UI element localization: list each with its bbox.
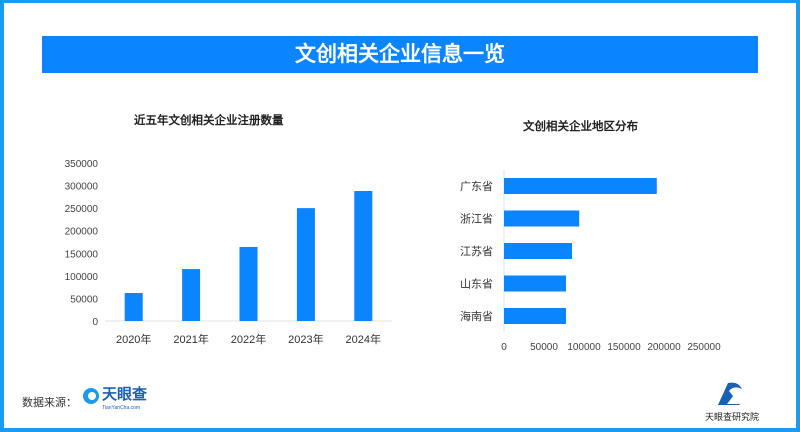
logo-subtext: TianYanCha.com [102, 405, 141, 411]
y-tick-label: 150000 [65, 249, 99, 260]
x-tick-label: 150000 [607, 342, 641, 353]
bar-2024年 [354, 190, 373, 321]
y-tick-label: 江苏省 [460, 245, 493, 258]
x-tick-label: 2020年 [116, 332, 151, 346]
bar-广东省 [504, 178, 657, 194]
y-tick-label: 250000 [65, 204, 99, 215]
x-tick-label: 2023年 [288, 332, 323, 346]
y-tick-label: 200000 [65, 227, 99, 238]
y-tick-label: 300000 [65, 182, 99, 193]
right-chart-title: 文创相关企业地区分布 [523, 119, 638, 133]
x-tick-label: 250000 [687, 342, 721, 353]
y-tick-label: 浙江省 [460, 213, 493, 226]
bar-2021年 [182, 269, 201, 321]
y-tick-label: 350000 [65, 159, 99, 170]
y-tick-label: 山东省 [460, 278, 493, 291]
institute-logo-icon [718, 382, 742, 405]
y-tick-label: 海南省 [460, 309, 493, 323]
x-tick-label: 2024年 [346, 332, 381, 346]
x-tick-label: 2022年 [231, 332, 266, 346]
bar-2023年 [296, 208, 315, 321]
source-label: 数据来源： [22, 396, 77, 409]
y-tick-label: 广东省 [460, 180, 493, 193]
x-tick-label: 50000 [530, 342, 558, 353]
x-tick-label: 100000 [567, 342, 601, 353]
x-tick-label: 200000 [647, 342, 681, 353]
eye-logo-icon [83, 388, 99, 404]
y-tick-label: 50000 [70, 294, 98, 305]
y-tick-label: 0 [92, 317, 98, 328]
page-title: 文创相关企业信息一览 [42, 36, 758, 73]
institute-name: 天眼查研究院 [705, 413, 760, 423]
bar-2020年 [124, 293, 143, 321]
bar-海南省 [504, 308, 566, 324]
tianyancha-logo: 天眼查 TianYanCha.com [82, 385, 172, 415]
x-tick-label: 0 [501, 342, 507, 353]
left-chart-title: 近五年文创相关企业注册数量 [134, 113, 284, 127]
logo-text: 天眼查 [102, 385, 148, 403]
bar-江苏省 [504, 243, 572, 259]
x-tick-label: 2021年 [173, 332, 208, 346]
bar-2022年 [239, 246, 258, 321]
bar-浙江省 [504, 210, 580, 227]
bar-山东省 [504, 275, 566, 292]
y-tick-label: 100000 [65, 272, 99, 283]
